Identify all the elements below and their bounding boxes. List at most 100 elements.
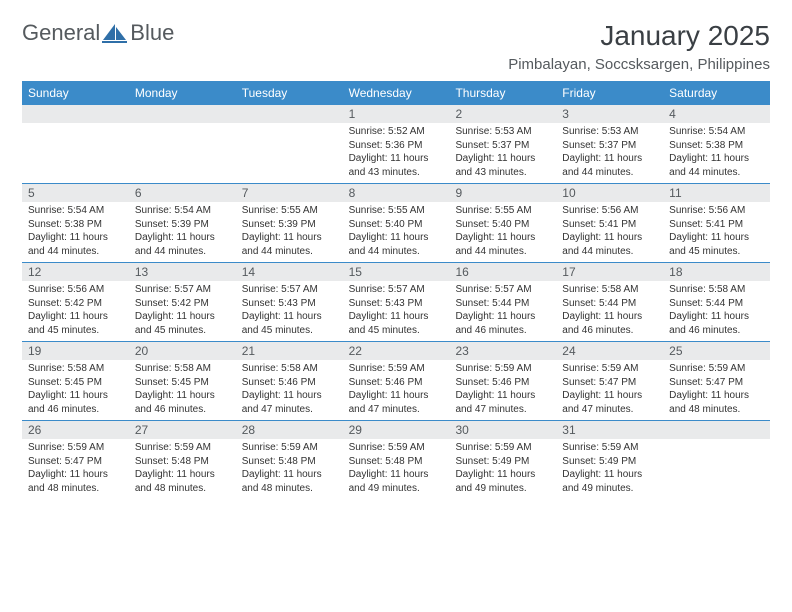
day-number: 16 — [449, 263, 556, 281]
day-header-tue: Tuesday — [236, 81, 343, 105]
day-body — [236, 123, 343, 125]
sunrise-text: Sunrise: 5:55 AM — [349, 204, 444, 218]
day-body: Sunrise: 5:58 AMSunset: 5:44 PMDaylight:… — [663, 281, 770, 337]
day-cell: 19Sunrise: 5:58 AMSunset: 5:45 PMDayligh… — [22, 342, 129, 420]
day-body: Sunrise: 5:59 AMSunset: 5:46 PMDaylight:… — [343, 360, 450, 416]
day-body: Sunrise: 5:55 AMSunset: 5:40 PMDaylight:… — [449, 202, 556, 258]
sunset-text: Sunset: 5:39 PM — [135, 218, 230, 232]
day-header-thu: Thursday — [449, 81, 556, 105]
sunrise-text: Sunrise: 5:56 AM — [562, 204, 657, 218]
day-cell: 1Sunrise: 5:52 AMSunset: 5:36 PMDaylight… — [343, 105, 450, 183]
sunset-text: Sunset: 5:48 PM — [349, 455, 444, 469]
sunrise-text: Sunrise: 5:58 AM — [135, 362, 230, 376]
day-cell: 2Sunrise: 5:53 AMSunset: 5:37 PMDaylight… — [449, 105, 556, 183]
sunset-text: Sunset: 5:48 PM — [135, 455, 230, 469]
daylight-text: Daylight: 11 hours and 44 minutes. — [669, 152, 764, 179]
day-number: 9 — [449, 184, 556, 202]
sunset-text: Sunset: 5:44 PM — [562, 297, 657, 311]
day-body: Sunrise: 5:55 AMSunset: 5:39 PMDaylight:… — [236, 202, 343, 258]
day-body: Sunrise: 5:58 AMSunset: 5:45 PMDaylight:… — [22, 360, 129, 416]
brand-name-part1: General — [22, 20, 100, 46]
day-number: 8 — [343, 184, 450, 202]
daylight-text: Daylight: 11 hours and 45 minutes. — [242, 310, 337, 337]
sunset-text: Sunset: 5:45 PM — [135, 376, 230, 390]
sunrise-text: Sunrise: 5:53 AM — [455, 125, 550, 139]
day-cell: 14Sunrise: 5:57 AMSunset: 5:43 PMDayligh… — [236, 263, 343, 341]
month-title: January 2025 — [508, 20, 770, 52]
day-cell: 20Sunrise: 5:58 AMSunset: 5:45 PMDayligh… — [129, 342, 236, 420]
daylight-text: Daylight: 11 hours and 44 minutes. — [349, 231, 444, 258]
day-body — [663, 439, 770, 441]
day-body: Sunrise: 5:57 AMSunset: 5:44 PMDaylight:… — [449, 281, 556, 337]
sunset-text: Sunset: 5:36 PM — [349, 139, 444, 153]
title-block: January 2025 Pimbalayan, Soccsksargen, P… — [508, 20, 770, 73]
weeks-container: 1Sunrise: 5:52 AMSunset: 5:36 PMDaylight… — [22, 105, 770, 499]
day-cell: 3Sunrise: 5:53 AMSunset: 5:37 PMDaylight… — [556, 105, 663, 183]
sunrise-text: Sunrise: 5:52 AM — [349, 125, 444, 139]
week-row: 26 Sunrise: 5:59 AM Sunset: 5:47 PM Dayligh… — [22, 420, 770, 499]
daylight-text: Daylight: 11 hours and 46 minutes. — [669, 310, 764, 337]
daylight-text: Daylight: 11 hours and 44 minutes. — [135, 231, 230, 258]
sunset-text: Sunset: 5:46 PM — [455, 376, 550, 390]
day-body: Sunrise: 5:53 AMSunset: 5:37 PMDaylight:… — [556, 123, 663, 179]
day-number — [129, 105, 236, 123]
sunset-text: Sunset: 5:43 PM — [242, 297, 337, 311]
day-header-fri: Friday — [556, 81, 663, 105]
sunset-text: Sunset: 5:40 PM — [349, 218, 444, 232]
daylight-text: Daylight: 11 hours and 45 minutes. — [669, 231, 764, 258]
day-body: Sunrise: 5:58 AMSunset: 5:45 PMDaylight:… — [129, 360, 236, 416]
sunset-text: Sunset: 5:38 PM — [669, 139, 764, 153]
day-number: 21 — [236, 342, 343, 360]
sunset-text: Sunset: 5:48 PM — [242, 455, 337, 469]
day-cell: 11Sunrise: 5:56 AMSunset: 5:41 PMDayligh… — [663, 184, 770, 262]
daylight-text: Daylight: 11 hours and 46 minutes. — [562, 310, 657, 337]
day-number: 26 — [22, 421, 129, 439]
day-number: 27 — [129, 421, 236, 439]
day-cell: 18Sunrise: 5:58 AMSunset: 5:44 PMDayligh… — [663, 263, 770, 341]
day-number: 31 — [556, 421, 663, 439]
day-body — [22, 123, 129, 125]
sunset-text: Sunset: 5:47 PM — [28, 455, 123, 469]
daylight-text: Daylight: 11 hours and 48 minutes. — [669, 389, 764, 416]
brand-name-part2: Blue — [130, 20, 174, 46]
day-number: 20 — [129, 342, 236, 360]
day-body: Sunrise: 5:56 AMSunset: 5:41 PMDaylight:… — [556, 202, 663, 258]
daylight-text: Daylight: 11 hours and 48 minutes. — [135, 468, 230, 495]
day-cell — [129, 105, 236, 183]
day-number: 12 — [22, 263, 129, 281]
day-number: 24 — [556, 342, 663, 360]
day-number: 28 — [236, 421, 343, 439]
day-number: 6 — [129, 184, 236, 202]
sunset-text: Sunset: 5:46 PM — [349, 376, 444, 390]
sunrise-text: Sunrise: 5:55 AM — [455, 204, 550, 218]
day-cell — [236, 105, 343, 183]
daylight-text: Daylight: 11 hours and 49 minutes. — [562, 468, 657, 495]
sunrise-text: Sunrise: 5:58 AM — [562, 283, 657, 297]
day-number: 2 — [449, 105, 556, 123]
day-cell: 12Sunrise: 5:56 AMSunset: 5:42 PMDayligh… — [22, 263, 129, 341]
sunrise-text: Sunrise: 5:59 AM — [242, 441, 337, 455]
sunrise-text: Sunrise: 5:59 AM — [349, 362, 444, 376]
daylight-text: Daylight: 11 hours and 46 minutes. — [135, 389, 230, 416]
sunrise-text: Sunrise: 5:56 AM — [669, 204, 764, 218]
sunrise-text: Sunrise: 5:58 AM — [242, 362, 337, 376]
day-cell: 30Sunrise: 5:59 AMSunset: 5:49 PMDayligh… — [449, 421, 556, 499]
day-body: Sunrise: 5:59 AMSunset: 5:48 PMDaylight:… — [129, 439, 236, 495]
day-cell: 4Sunrise: 5:54 AMSunset: 5:38 PMDaylight… — [663, 105, 770, 183]
day-body: Sunrise: 5:53 AMSunset: 5:37 PMDaylight:… — [449, 123, 556, 179]
sunset-text: Sunset: 5:41 PM — [669, 218, 764, 232]
day-cell: 22Sunrise: 5:59 AMSunset: 5:46 PMDayligh… — [343, 342, 450, 420]
day-number: 13 — [129, 263, 236, 281]
sunset-text: Sunset: 5:47 PM — [669, 376, 764, 390]
sunset-text: Sunset: 5:46 PM — [242, 376, 337, 390]
sail-icon — [102, 22, 128, 44]
day-body: Sunrise: 5:59 AMSunset: 5:48 PMDaylight:… — [236, 439, 343, 495]
sunrise-text: Sunrise: 5:54 AM — [28, 204, 123, 218]
sunrise-text: Sunrise: 5:59 AM — [669, 362, 764, 376]
day-body: Sunrise: 5:59 AMSunset: 5:49 PMDaylight:… — [449, 439, 556, 495]
week-row: 5Sunrise: 5:54 AMSunset: 5:38 PMDaylight… — [22, 183, 770, 262]
day-number: 17 — [556, 263, 663, 281]
sunset-text: Sunset: 5:47 PM — [562, 376, 657, 390]
sunset-text: Sunset: 5:42 PM — [28, 297, 123, 311]
sunset-text: Sunset: 5:44 PM — [455, 297, 550, 311]
